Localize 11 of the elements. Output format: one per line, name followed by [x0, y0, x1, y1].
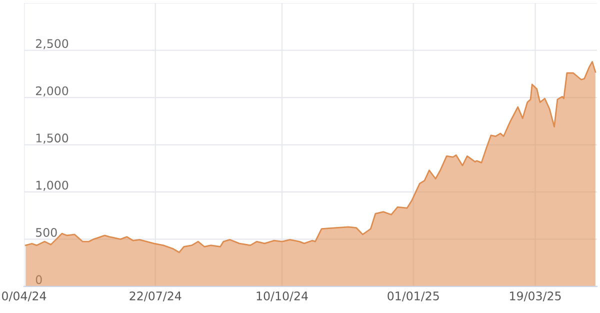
y-tick-label: 2,500 — [36, 39, 68, 50]
x-tick-label: 10/10/24 — [256, 291, 308, 302]
y-tick-label: 500 — [36, 228, 57, 237]
x-tick-label: 22/07/24 — [130, 291, 182, 302]
y-tick-label: 1,000 — [36, 180, 68, 191]
x-tick-label: 01/01/25 — [388, 291, 439, 302]
x-tick-label: 0/04/24 — [2, 291, 46, 302]
y-tick-label: 2,000 — [36, 86, 68, 96]
y-tick-label: 1,500 — [36, 134, 68, 144]
x-tick-label: 19/03/25 — [510, 291, 561, 302]
y-tick-label: 0 — [36, 275, 42, 284]
